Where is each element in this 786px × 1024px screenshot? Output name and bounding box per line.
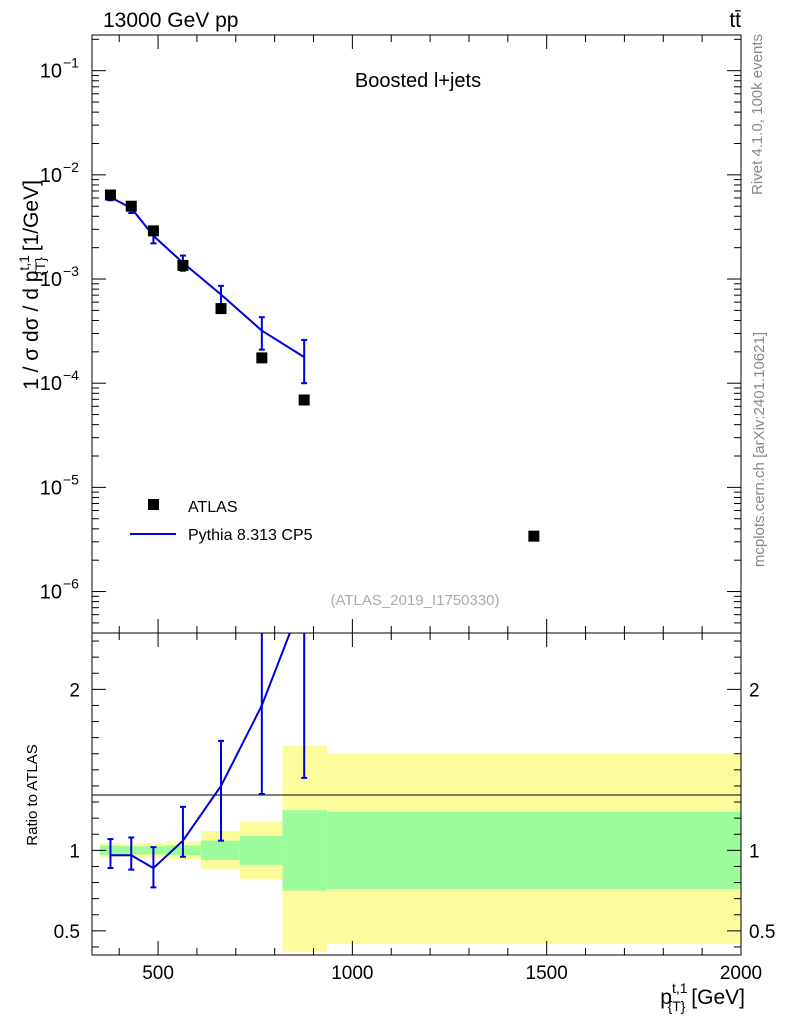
ratio-y-tick-label-right: 0.5 [749,922,775,943]
atlas-data-point [215,303,227,315]
mcplots-credit-label: mcplots.cern.ch [arXiv:2401.10621] [751,332,768,567]
atlas-data-point [256,352,268,364]
main-x-ticks [118,35,742,633]
main-y-tick-exponent: −3 [63,263,79,279]
main-y-tick-exponent: −4 [63,367,79,383]
main-y-tick-label: 10 [40,165,62,187]
atlas-data-point [528,530,540,542]
ratio-x-tick-label: 1500 [526,963,568,984]
xlabel-sub: {T} [668,998,686,1014]
main-y-tick-label: 10 [40,373,62,395]
atlas-data-point [125,200,137,212]
header-energy-label: 13000 GeV pp [103,9,238,32]
ratio-inner-uncertainty-band [282,810,328,891]
main-y-tick-label: 10 [40,269,62,291]
ratio-y-tick-label-left: 2 [69,680,80,701]
main-y-axis-title: 1 / σ dσ / d pt,1{T} [1/GeV] [16,180,48,390]
svg-text:1 / σ dσ / d pt,1{T} [1/GeV]: 1 / σ dσ / d pt,1{T} [1/GeV] [16,180,48,390]
ratio-x-axis: 500 1000 1500 2000 [118,633,762,984]
ratio-y-tick-label-right: 2 [749,680,760,701]
main-y-tick-exponent: −5 [63,471,79,487]
main-panel: Boosted l+jets (ATLAS_2019_I1750330) 10−… [16,34,742,634]
ylabel-sub: {T} [32,257,48,275]
legend: ATLAS Pythia 8.313 CP5 [130,499,313,544]
main-y-tick-label: 10 [40,582,62,604]
ylabel-unit: [1/GeV] [20,180,43,257]
ylabel-prefix: 1 / σ dσ / d p [20,271,43,390]
ylabel-sup: t,1 [16,255,32,271]
xlabel-sup: t,1 [672,980,688,996]
analysis-watermark: (ATLAS_2019_I1750330) [330,592,499,609]
header-process-label: tt̄ [729,9,741,32]
ratio-y-tick-label-right: 1 [749,841,760,862]
main-y-tick-label: 10 [40,477,62,499]
ratio-y-tick-label-left: 1 [69,841,80,862]
xlabel-p: p [660,986,672,1009]
ratio-panel: 0.5 0.5 1 1 2 2 500 1000 1500 2000 Ratio to ATLA… [24,632,775,1014]
xlabel-unit: [GeV] [685,986,745,1009]
ratio-data [107,633,308,889]
atlas-data-point [104,189,116,201]
ratio-series-group [107,633,308,889]
main-y-tick-exponent: −2 [63,159,79,175]
ratio-x-tick-label: 1000 [331,963,373,984]
ratio-x-tick-label: 500 [142,963,174,984]
ratio-inner-uncertainty-band [239,835,283,865]
legend-atlas-label: ATLAS [188,499,238,516]
legend-pythia-label: Pythia 8.313 CP5 [188,527,313,544]
ratio-uncertainty-bands [99,745,741,952]
ratio-y-tick-label-left: 0.5 [54,922,80,943]
x-axis-title: pt,1 {T} [GeV] [660,980,745,1014]
ratio-y-axis: 0.5 0.5 1 1 2 2 [54,640,775,948]
pythia-prediction-line [110,196,305,358]
ratio-y-axis-title: Ratio to ATLAS [24,744,41,845]
ratio-x-tick-label: 2000 [720,963,762,984]
main-y-tick-label: 10 [40,61,62,83]
main-data [104,189,540,542]
ratio-inner-uncertainty-band [327,811,741,889]
main-title: Boosted l+jets [355,70,481,92]
atlas-data-point [298,394,310,406]
ratio-frame [91,632,742,956]
main-y-axis: 10−610−510−410−310−210−1 [40,38,741,634]
atlas-data-point [177,259,189,271]
legend-atlas-marker [148,499,159,510]
main-y-tick-exponent: −6 [63,576,79,592]
main-y-tick-exponent: −1 [63,55,79,71]
ratio-inner-uncertainty-band [200,840,240,861]
atlas-data-point [147,225,159,237]
rivet-version-label: Rivet 4.1.0, 100k events [749,34,766,195]
